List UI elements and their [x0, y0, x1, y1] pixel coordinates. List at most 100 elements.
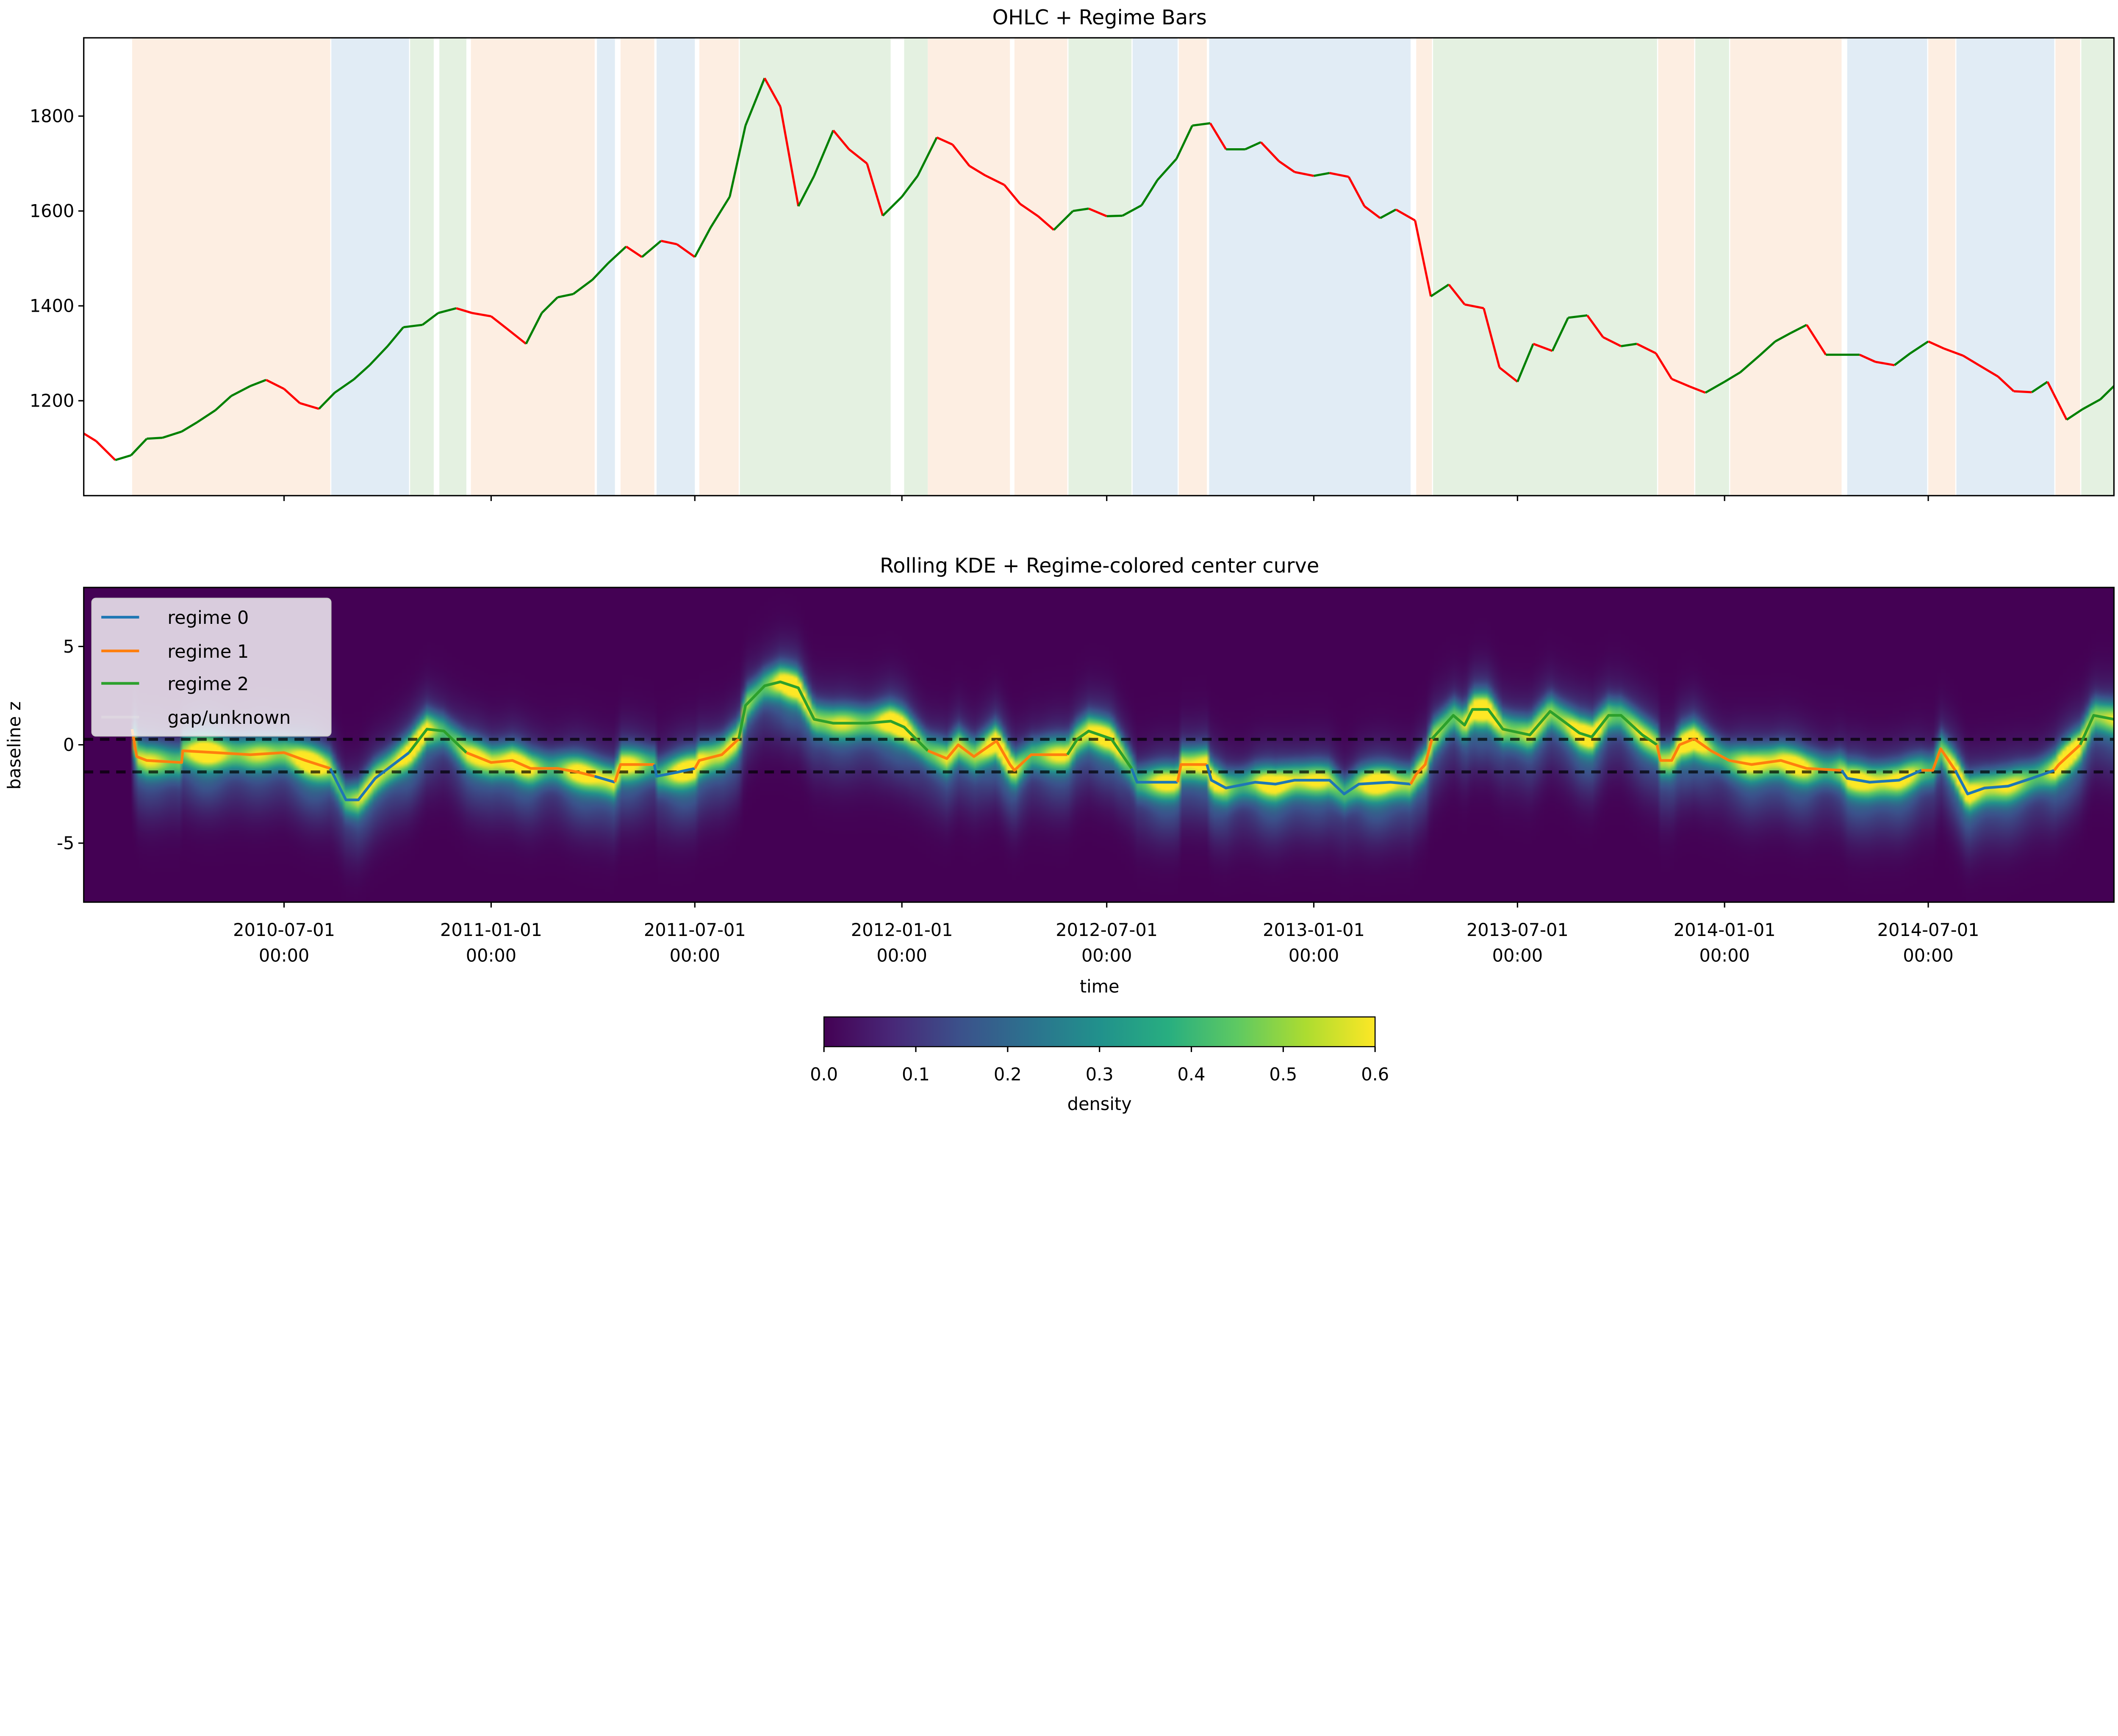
regime-bar-1 [471, 38, 595, 496]
center-curve-regime-1 [693, 738, 740, 769]
colorbar-tick-label: 0.3 [1086, 1064, 1114, 1085]
x-tick-label-time: 00:00 [1081, 945, 1132, 966]
ohlc-bar-down [984, 174, 1005, 186]
ohlc-bar-down [832, 130, 850, 150]
colorbar-tick-label: 0.1 [902, 1064, 930, 1085]
ohlc-bar-up [115, 454, 132, 461]
ohlc-bar-up [1175, 125, 1193, 160]
center-curve-regime-1 [1409, 738, 1433, 785]
ohlc-bar-up [353, 364, 371, 380]
kde-heatmap [83, 587, 2114, 903]
ohlc-bar-down [1448, 284, 1466, 305]
ohlc-bar-up [2031, 381, 2049, 393]
ohlc-bar-up [1774, 332, 1792, 343]
ohlc-bar-up [421, 312, 439, 326]
ohlc-bar-up [694, 227, 712, 258]
center-curve-regime-2 [2079, 714, 2114, 745]
x-tick-label-date: 2014-07-01 [1877, 920, 1979, 940]
x-tick-label-time: 00:00 [1903, 945, 1953, 966]
regime-bar-1 [132, 38, 330, 496]
ohlc-bar-down [265, 379, 285, 390]
regime-bar-2 [1433, 38, 1657, 496]
bottom-x-axis: 2010-07-01 00:00 2011-01-01 00:00 2011-07-01… [233, 902, 1979, 966]
center-curve-regime-1 [1921, 747, 1957, 772]
ohlc-bar-up [162, 430, 182, 439]
ohlc-bar-down [95, 440, 116, 461]
ohlc-bar-down [951, 144, 970, 167]
top-y-axis: 1200 1400 1600 1800 [30, 106, 84, 411]
ohlc-bar-up [369, 345, 388, 366]
ohlc-bar-down [1805, 324, 1827, 355]
ohlc-bar-down [299, 402, 319, 410]
x-tick-label-date: 2012-01-01 [851, 920, 953, 940]
ohlc-bar-up [1551, 317, 1569, 352]
ohlc-bar-up [1621, 343, 1637, 347]
ohlc-bar-up [607, 246, 627, 264]
colorbar-tick-label: 0.4 [1178, 1064, 1206, 1085]
center-curve-regime-1 [130, 729, 331, 770]
ohlc-bar-down [1978, 364, 1999, 378]
ohlc-bar-down [936, 136, 953, 146]
ohlc-bar-down [1294, 171, 1314, 177]
center-curve-regime-0 [1130, 768, 1178, 784]
ohlc-bar-down [471, 312, 491, 318]
center-curve-regime-1 [2053, 744, 2081, 771]
ohlc-bar-down [490, 315, 508, 329]
ohlc-bar-down [1088, 208, 1107, 217]
bottom-chart-title: Rolling KDE + Regime-colored center curv… [880, 554, 1319, 578]
ohlc-bar-down [1278, 160, 1295, 173]
ohlc-bar-up [230, 385, 251, 397]
legend: regime 0 regime 1 regime 2 gap/unknown [91, 598, 332, 737]
colorbar-label: density [1067, 1094, 1132, 1114]
x-tick-label-date: 2010-07-01 [233, 920, 335, 940]
colorbar-tick-label: 0.0 [810, 1064, 838, 1085]
ohlc-bar-down [1655, 352, 1673, 380]
regime-bar-0 [1956, 38, 2054, 496]
ohlc-bar-up [2082, 398, 2101, 410]
y-tick-label: 1600 [30, 201, 74, 221]
ohlc-bar-up [1122, 204, 1142, 217]
center-curve-regime-2 [408, 728, 468, 754]
regime-bar-0 [656, 38, 695, 496]
ohlc-bar-up [1758, 341, 1776, 357]
center-curve-regime-2 [1431, 708, 1658, 746]
colorbar: 0.0 0.1 0.2 0.3 0.4 0.5 0.6 density [810, 1016, 1389, 1114]
regime-bar-0 [331, 38, 409, 496]
regime-bar-2 [904, 38, 928, 496]
ohlc-bar-down [969, 165, 986, 177]
ohlc-bar-up [1568, 314, 1588, 319]
colorbar-tick-label: 0.5 [1269, 1064, 1297, 1085]
ohlc-bar-up [1739, 354, 1760, 373]
x-tick-label-date: 2013-07-01 [1467, 920, 1569, 940]
x-tick-label-time: 00:00 [876, 945, 927, 966]
ohlc-bar-down [1414, 220, 1432, 297]
colorbar-ticks: 0.0 0.1 0.2 0.3 0.4 0.5 0.6 [810, 1047, 1389, 1085]
x-tick-label-date: 2013-01-01 [1263, 920, 1365, 940]
ohlc-bar-up [572, 279, 593, 295]
center-curve-regime-1 [466, 751, 595, 778]
ohlc-bar-down [1963, 354, 1979, 366]
ohlc-bar-up [1053, 210, 1074, 231]
ohlc-bar-down [1943, 347, 1964, 357]
ohlc-bar-down [866, 163, 884, 216]
ohlc-bar-up [1073, 208, 1089, 212]
center-curve-regime-0 [594, 775, 615, 784]
threshold-lines [83, 738, 2114, 774]
regime-bar-1 [1014, 38, 1067, 496]
ohlc-bar-down [83, 432, 97, 442]
ohlc-bars [83, 78, 2114, 461]
ohlc-bar-up [710, 196, 731, 228]
regime-bar-2 [1068, 38, 1132, 496]
ohlc-bar-down [2046, 381, 2068, 421]
ohlc-bar-up [403, 324, 423, 329]
ohlc-bar-up [250, 379, 267, 387]
regime-bar-0 [1132, 38, 1178, 496]
ohlc-bar-down [1329, 172, 1349, 178]
center-curve-regime-0 [653, 764, 695, 778]
legend-label-regime-0: regime 0 [167, 607, 249, 629]
ohlc-bar-up [729, 125, 747, 197]
ohlc-bar-down [1464, 303, 1484, 310]
ohlc-bar-down [1689, 385, 1706, 394]
ohlc-bar-down [1483, 308, 1501, 368]
x-tick-label-date: 2012-07-01 [1056, 920, 1158, 940]
